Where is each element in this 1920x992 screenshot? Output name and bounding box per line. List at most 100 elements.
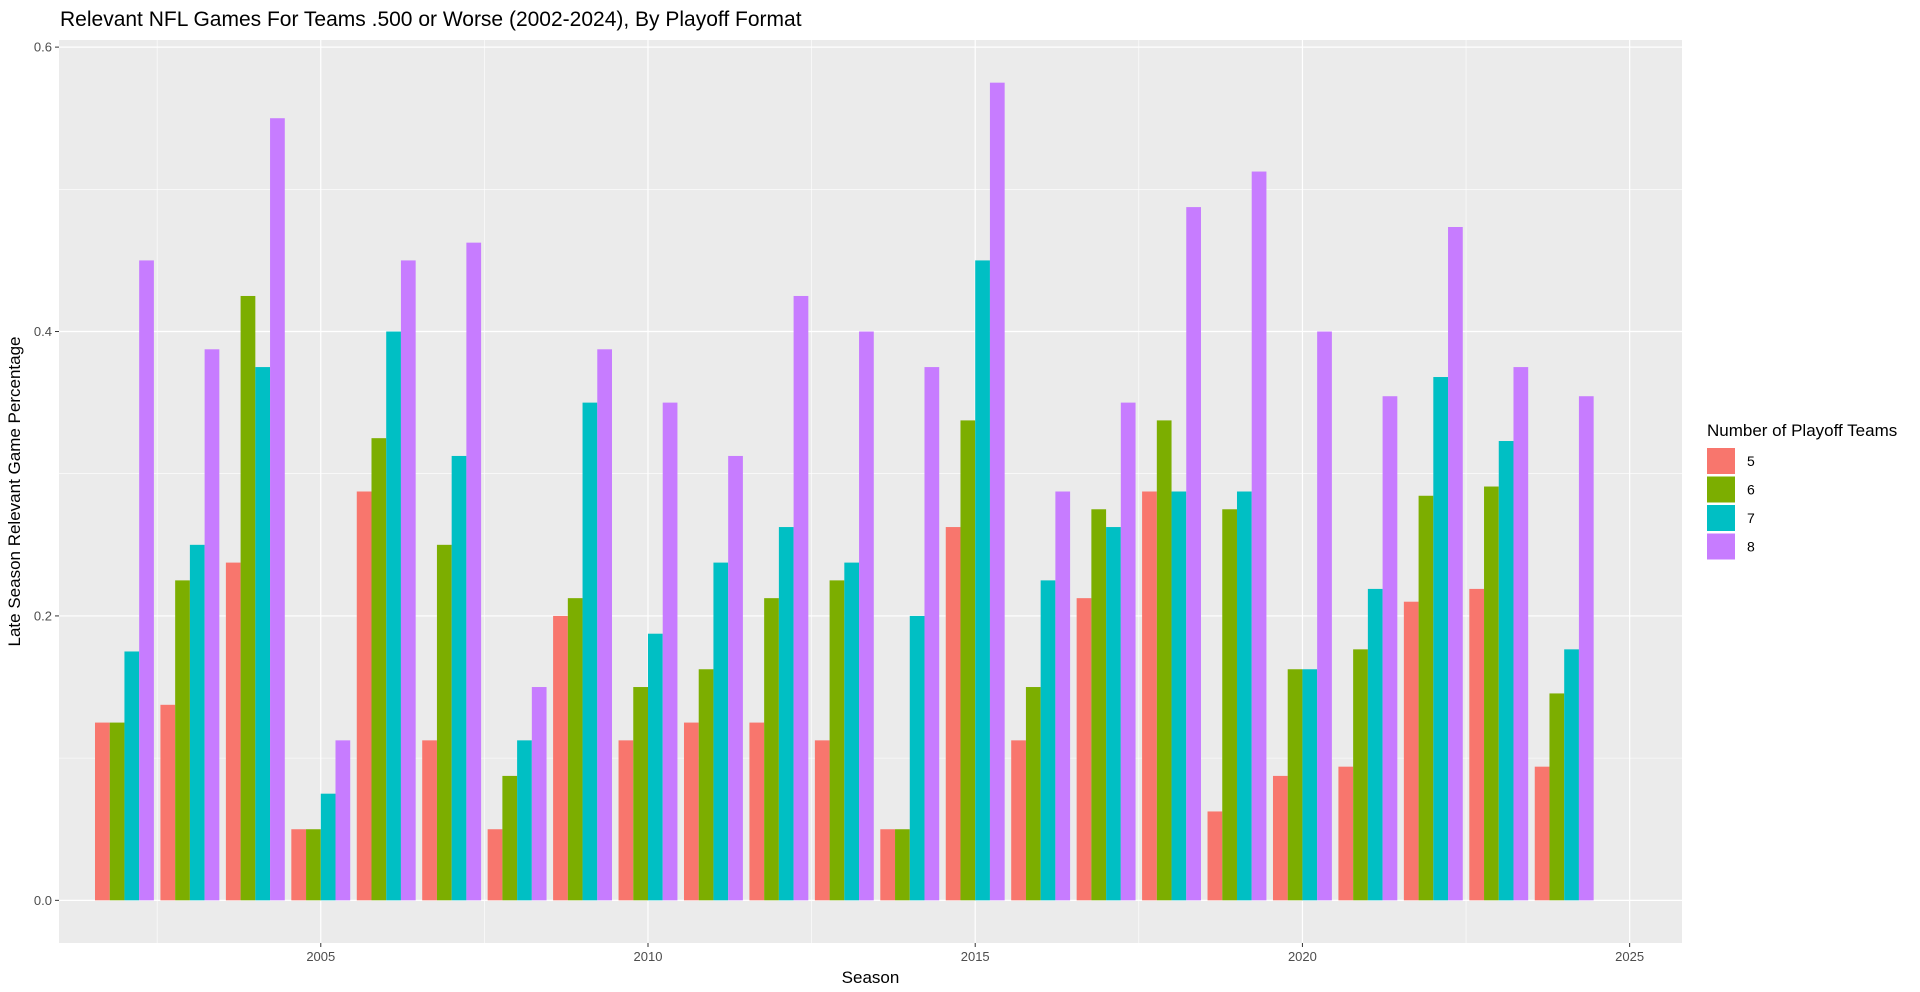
bar-2016-7: [1040, 580, 1056, 901]
bar-2013-5: [814, 740, 830, 901]
bar-2020-7: [1302, 669, 1318, 901]
legend-label: 6: [1747, 482, 1755, 498]
bar-2023-8: [1513, 367, 1529, 901]
y-tick-label: 0.6: [34, 40, 52, 55]
bar-2004-7: [255, 367, 271, 901]
bar-2003-7: [189, 544, 205, 901]
bar-2016-5: [1011, 740, 1026, 901]
bar-2015-7: [975, 260, 990, 901]
bar-2004-6: [240, 295, 256, 901]
bar-2007-5: [422, 740, 437, 901]
bar-2020-5: [1272, 775, 1288, 901]
bar-2018-6: [1156, 420, 1172, 901]
bar-2012-5: [749, 722, 765, 901]
bar-2021-8: [1382, 396, 1398, 901]
bar-2010-5: [618, 740, 634, 901]
legend: Number of Playoff Teams 5 6 7 8: [1707, 421, 1897, 560]
bar-2003-8: [204, 349, 220, 901]
legend-key-6: [1707, 476, 1735, 503]
bar-2015-5: [945, 527, 961, 901]
bar-2017-5: [1076, 598, 1092, 901]
bar-2022-5: [1403, 601, 1419, 901]
x-tick-label: 2010: [634, 949, 663, 964]
bar-2011-6: [698, 669, 714, 901]
bar-2012-8: [793, 295, 809, 901]
bar-2016-6: [1025, 687, 1041, 901]
bar-2002-6: [109, 722, 125, 901]
bar-2017-8: [1120, 402, 1136, 901]
bar-2009-8: [597, 349, 612, 901]
bar-2012-6: [764, 598, 779, 901]
bar-2021-6: [1353, 649, 1368, 901]
legend-key-7: [1707, 505, 1735, 531]
bar-2018-5: [1142, 491, 1157, 901]
bar-2008-6: [502, 775, 518, 901]
bar-2023-6: [1484, 486, 1499, 901]
bar-2022-6: [1418, 495, 1434, 901]
bar-2009-6: [567, 598, 583, 901]
bar-2004-8: [270, 118, 285, 901]
bar-2019-6: [1222, 509, 1237, 901]
bar-2022-8: [1448, 226, 1463, 901]
bar-2015-8: [989, 82, 1005, 901]
bar-2015-6: [960, 420, 976, 901]
bar-2011-5: [683, 722, 699, 901]
bar-2024-8: [1578, 396, 1594, 901]
x-tick-label: 2020: [1288, 949, 1317, 964]
bar-2023-7: [1498, 441, 1514, 901]
legend-items: 5 6 7 8: [1707, 448, 1755, 560]
bar-2014-6: [895, 829, 910, 901]
bar-2019-7: [1236, 491, 1252, 901]
bar-2004-5: [225, 562, 241, 901]
x-tick-label: 2015: [961, 949, 990, 964]
bar-2005-6: [306, 829, 321, 901]
bar-2005-5: [291, 829, 307, 901]
bar-2010-7: [647, 633, 663, 901]
bar-2007-7: [451, 455, 467, 901]
bar-2014-7: [909, 615, 925, 901]
bar-2009-5: [553, 615, 568, 901]
bar-2008-5: [487, 829, 503, 901]
bar-2023-5: [1469, 588, 1485, 901]
y-axis-title: Late Season Relevant Game Percentage: [5, 337, 24, 647]
bar-2017-7: [1106, 527, 1121, 901]
bar-2003-5: [160, 704, 176, 901]
bar-2006-8: [400, 260, 416, 901]
bar-2024-6: [1549, 693, 1565, 901]
bar-2024-7: [1564, 649, 1579, 901]
bar-2002-8: [139, 260, 154, 901]
axes: 0.0 0.2 0.4 0.6 2005 2010 2015 2020 2025: [34, 40, 1644, 964]
bar-2006-6: [371, 438, 387, 901]
bar-2002-7: [124, 651, 140, 901]
bar-2013-7: [844, 562, 860, 901]
bar-2002-5: [94, 722, 110, 901]
bar-2014-8: [924, 367, 940, 901]
bar-2006-5: [356, 491, 372, 901]
bar-2014-5: [880, 829, 896, 901]
bar-2019-5: [1207, 811, 1223, 901]
bar-2011-7: [713, 562, 729, 901]
bar-2018-7: [1171, 491, 1187, 901]
bar-2013-8: [859, 331, 874, 901]
bar-2006-7: [386, 331, 401, 901]
legend-key-8: [1707, 533, 1735, 560]
bar-2010-8: [662, 402, 678, 901]
bar-2007-6: [436, 544, 452, 901]
legend-title: Number of Playoff Teams: [1707, 421, 1897, 440]
bar-2024-5: [1534, 766, 1550, 901]
bar-2019-8: [1251, 171, 1267, 901]
bar-2005-7: [320, 793, 336, 901]
bar-2003-6: [175, 580, 190, 901]
bars: [94, 82, 1594, 901]
bar-2020-6: [1287, 669, 1303, 901]
y-tick-label: 0.0: [34, 893, 52, 908]
bar-2008-7: [517, 740, 532, 901]
y-tick-label: 0.2: [34, 608, 52, 623]
bar-2013-6: [829, 580, 845, 901]
bar-2016-8: [1055, 491, 1071, 901]
bar-2010-6: [633, 687, 648, 901]
x-axis-title: Season: [842, 968, 900, 987]
bar-2008-8: [531, 687, 547, 901]
y-tick-label: 0.4: [34, 324, 52, 339]
